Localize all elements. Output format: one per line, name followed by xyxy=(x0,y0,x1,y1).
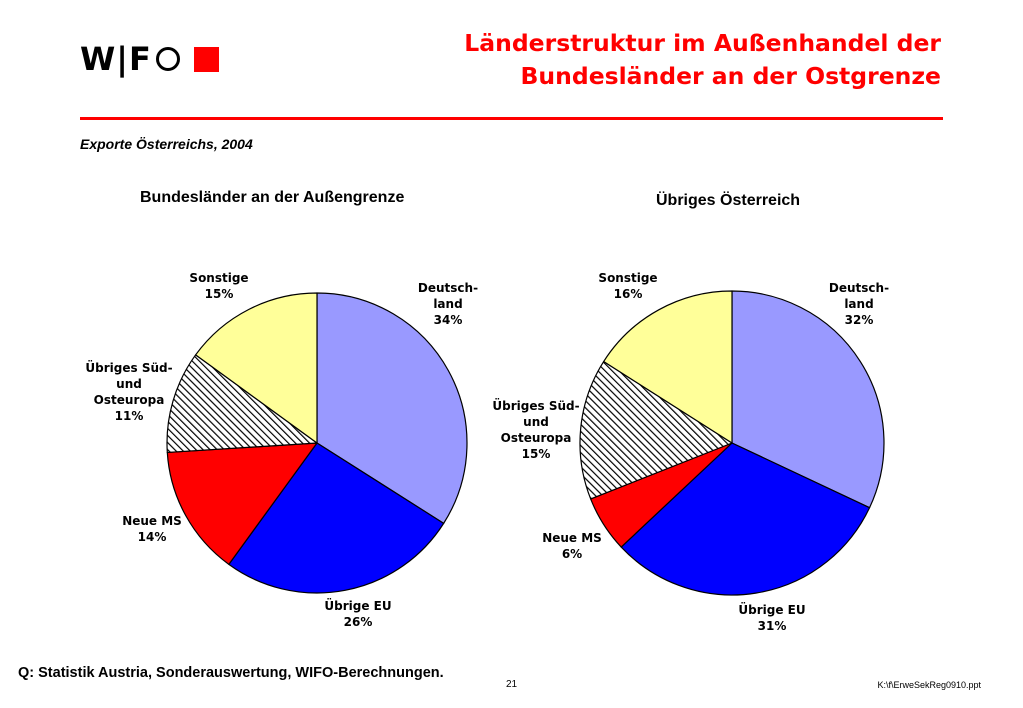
page-number: 21 xyxy=(506,679,518,690)
slice-label-line: Übriges Süd- xyxy=(85,361,173,375)
slice-label-line: land xyxy=(433,297,463,311)
pie-slice-briges-s-d-und-osteuropa xyxy=(166,354,318,454)
source-note: Q: Statistik Austria, Sonderauswertung, … xyxy=(18,665,444,681)
slice-label-line: Übrige EU xyxy=(738,603,806,617)
slice-label-neue-ms: Neue MS 14% xyxy=(122,513,182,545)
slice-label-neue-ms: Neue MS 6% xyxy=(542,530,602,562)
slice-percent: 11% xyxy=(114,409,144,423)
slice-label-deutsch-land: Deutsch-land 32% xyxy=(829,280,889,328)
slice-label-brige-eu: Übrige EU 31% xyxy=(738,602,805,634)
slice-label-line: Osteuropa xyxy=(500,431,572,445)
slice-percent: 14% xyxy=(137,530,167,544)
logo-ring-icon xyxy=(155,47,180,71)
pie-slice-sonstige xyxy=(603,290,733,444)
pie-slice-deutsch-land xyxy=(316,292,468,524)
slice-label-sonstige: Sonstige 15% xyxy=(189,270,248,302)
slice-label-brige-eu: Übrige EU 26% xyxy=(324,598,391,630)
pie-slice-brige-eu xyxy=(620,442,871,596)
slice-percent: 26% xyxy=(343,615,373,629)
slice-percent: 34% xyxy=(433,313,463,327)
slice-percent: 6% xyxy=(561,547,583,561)
chart-title-left: Bundesländer an der Außengrenze xyxy=(140,189,405,206)
pie-slice-neue-ms xyxy=(166,442,318,565)
title-line-1: Länderstruktur im Außenhandel der xyxy=(464,29,941,57)
slice-label-line: und xyxy=(116,377,142,391)
slice-label-line: Neue MS xyxy=(122,514,182,528)
slice-label-line: Deutsch- xyxy=(828,281,890,295)
wifo-logo: W|F xyxy=(80,42,219,76)
slice-percent: 15% xyxy=(204,287,234,301)
slice-label-line: Osteuropa xyxy=(93,393,165,407)
pie-right xyxy=(579,290,885,596)
slice-label-line: land xyxy=(844,297,874,311)
slice-percent: 15% xyxy=(521,447,551,461)
slice-label-line: Übrige EU xyxy=(324,599,392,613)
slice-percent: 32% xyxy=(844,313,874,327)
file-path: K:\f\ErweSekReg0910.ppt xyxy=(877,680,981,690)
slice-label-line: Sonstige xyxy=(598,271,658,285)
pie-slice-deutsch-land xyxy=(731,290,885,509)
logo-text: W|F xyxy=(80,40,152,78)
slice-percent: 31% xyxy=(757,619,787,633)
pie-slice-brige-eu xyxy=(228,442,445,594)
title-line-2: Bundesländer an der Ostgrenze xyxy=(520,62,942,90)
slice-label-deutsch-land: Deutsch-land 34% xyxy=(418,280,478,328)
logo-square-icon xyxy=(193,46,219,72)
slice-percent: 16% xyxy=(613,287,643,301)
pie-slice-sonstige xyxy=(195,292,318,444)
page-title: Länderstruktur im Außenhandel der Bundes… xyxy=(464,27,941,93)
slice-label-line: Übriges Süd- xyxy=(492,399,580,413)
chart-title-right: Übriges Österreich xyxy=(656,192,801,209)
title-divider xyxy=(80,117,943,120)
slice-label-line: Neue MS xyxy=(542,531,602,545)
slice-label-briges-s-d-und-osteuropa: Übriges Süd-und Osteuropa 15% xyxy=(492,398,579,462)
slice-label-line: und xyxy=(523,415,549,429)
pie-slice-briges-s-d-und-osteuropa xyxy=(579,360,733,500)
slice-label-line: Deutsch- xyxy=(417,281,479,295)
pie-left xyxy=(166,292,468,594)
subtitle: Exporte Österreichs, 2004 xyxy=(80,136,253,152)
slice-label-line: Sonstige xyxy=(189,271,249,285)
slice-label-briges-s-d-und-osteuropa: Übriges Süd-und Osteuropa 11% xyxy=(85,360,172,424)
slice-label-sonstige: Sonstige 16% xyxy=(598,270,657,302)
